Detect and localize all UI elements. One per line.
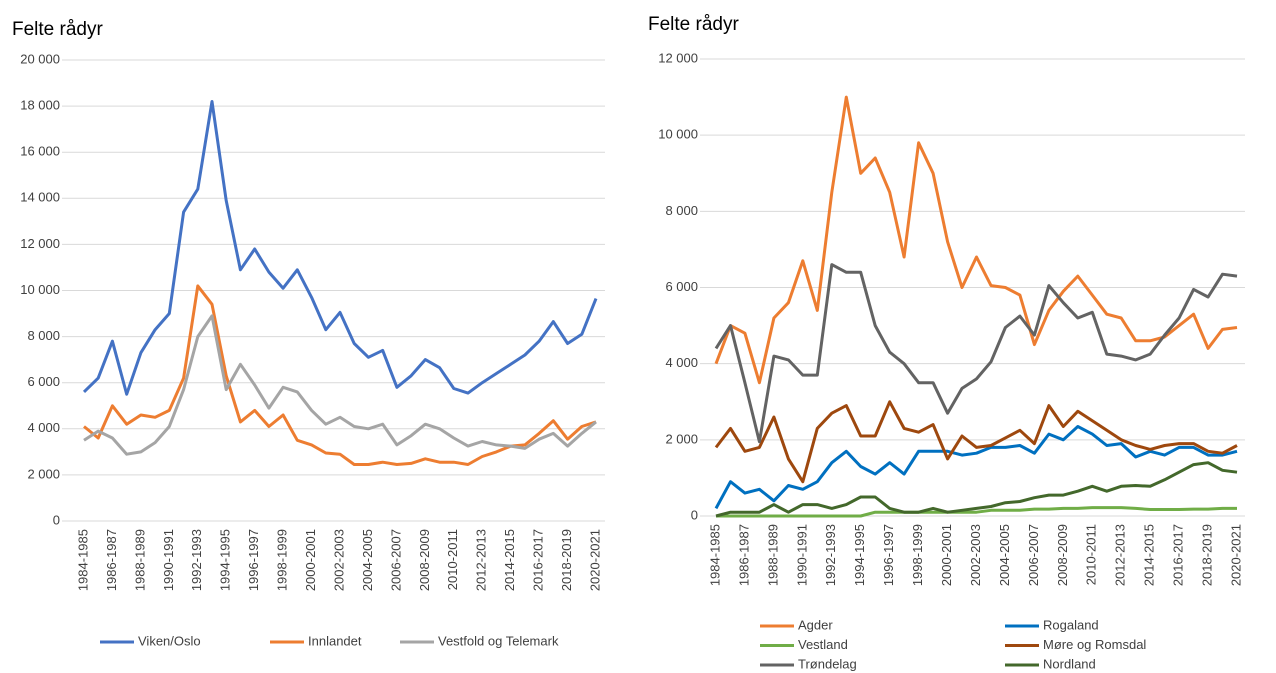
y-tick-label: 20 000 (20, 51, 60, 66)
y-tick-label: 0 (53, 512, 60, 527)
legend-label: Trøndelag (798, 656, 857, 671)
legend-label: Nordland (1043, 656, 1096, 671)
y-tick-label: 6 000 (665, 279, 698, 294)
x-tick-label: 2000-2001 (303, 529, 318, 591)
x-tick-label: 2012-2013 (474, 529, 489, 591)
y-tick-label: 14 000 (20, 190, 60, 205)
chart-title: Felte rådyr (12, 19, 103, 40)
x-tick-label: 2002-2003 (331, 529, 346, 591)
x-tick-label: 2006-2007 (388, 529, 403, 591)
legend-label: Agder (798, 617, 833, 632)
y-tick-label: 10 000 (658, 127, 698, 142)
x-tick-label: 1990-1991 (794, 524, 809, 586)
x-tick-label: 1986-1987 (736, 524, 751, 586)
y-tick-label: 12 000 (20, 236, 60, 251)
x-tick-label: 1988-1989 (765, 524, 780, 586)
y-tick-label: 16 000 (20, 144, 60, 159)
x-tick-label: 1992-1993 (823, 524, 838, 586)
series-line (83, 314, 597, 456)
x-tick-label: 1988-1989 (132, 529, 147, 591)
series-line (714, 400, 1238, 484)
x-tick-label: 2010-2011 (445, 529, 460, 590)
series-line (714, 425, 1238, 510)
x-tick-label: 1984-1985 (75, 529, 90, 591)
y-tick-label: 8 000 (27, 328, 60, 343)
x-tick-label: 2016-2017 (531, 529, 546, 591)
y-tick-label: 12 000 (658, 50, 698, 65)
x-tick-label: 2004-2005 (997, 524, 1012, 586)
y-tick-label: 2 000 (27, 466, 60, 481)
series-line (82, 100, 598, 396)
y-tick-label: 10 000 (20, 282, 60, 297)
y-tick-label: 2 000 (665, 431, 698, 446)
x-tick-label: 2008-2009 (417, 529, 432, 591)
x-tick-label: 2012-2013 (1113, 524, 1128, 586)
legend-label: Møre og Romsdal (1043, 637, 1146, 652)
series-line (714, 263, 1238, 444)
x-tick-label: 2014-2015 (502, 529, 517, 591)
x-tick-label: 1992-1993 (189, 529, 204, 591)
legend-label: Innlandet (308, 633, 362, 648)
series-line (715, 461, 1238, 518)
x-tick-label: 1984-1985 (707, 524, 722, 586)
chart-title: Felte rådyr (648, 14, 739, 35)
legend-label: Viken/Oslo (138, 633, 201, 648)
x-tick-label: 1986-1987 (104, 529, 119, 591)
series-line (714, 95, 1238, 385)
series-line (716, 506, 1237, 518)
legend-label: Vestland (798, 637, 848, 652)
x-tick-label: 2018-2019 (559, 529, 574, 591)
x-tick-label: 2016-2017 (1171, 524, 1186, 586)
x-tick-label: 2010-2011 (1084, 524, 1099, 585)
x-tick-label: 1996-1997 (246, 529, 261, 591)
x-tick-label: 2008-2009 (1055, 524, 1070, 586)
y-tick-label: 6 000 (27, 374, 60, 389)
x-tick-label: 2020-2021 (587, 529, 602, 591)
y-tick-label: 0 (691, 507, 698, 522)
y-tick-label: 18 000 (20, 98, 60, 113)
x-tick-label: 2002-2003 (968, 524, 983, 586)
x-tick-label: 2018-2019 (1199, 524, 1214, 586)
x-tick-label: 2000-2001 (939, 524, 954, 586)
x-tick-label: 2006-2007 (1026, 524, 1041, 586)
x-tick-label: 1994-1995 (852, 524, 867, 586)
x-tick-label: 1994-1995 (218, 529, 233, 591)
y-tick-label: 4 000 (665, 355, 698, 370)
x-tick-label: 2020-2021 (1228, 524, 1243, 586)
x-tick-label: 2004-2005 (360, 529, 375, 591)
x-tick-label: 2014-2015 (1142, 524, 1157, 586)
legend-label: Vestfold og Telemark (438, 633, 559, 648)
x-tick-label: 1998-1999 (275, 529, 290, 591)
legend-label: Rogaland (1043, 617, 1099, 632)
x-tick-label: 1990-1991 (161, 529, 176, 591)
y-tick-label: 4 000 (27, 420, 60, 435)
x-tick-label: 1998-1999 (910, 524, 925, 586)
y-tick-label: 8 000 (665, 203, 698, 218)
x-tick-label: 1996-1997 (881, 524, 896, 586)
